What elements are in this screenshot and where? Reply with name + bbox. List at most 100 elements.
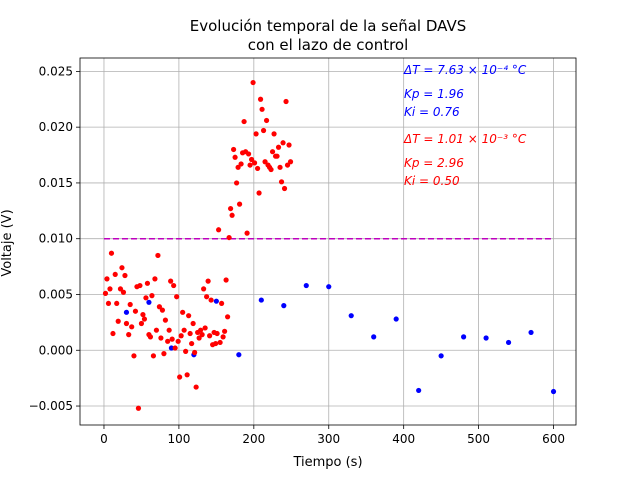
data-point — [152, 276, 158, 282]
data-point — [199, 332, 205, 338]
y-tick-label: −0.005 — [29, 399, 73, 413]
data-point — [172, 345, 178, 351]
data-point — [251, 160, 258, 166]
data-point — [281, 185, 288, 192]
data-point — [438, 353, 444, 359]
data-point — [150, 353, 157, 359]
data-point — [217, 339, 223, 346]
data-point — [190, 320, 196, 327]
data-point — [135, 405, 142, 411]
data-point — [198, 327, 204, 333]
annotation-red-kp: Kp = 2.96 — [404, 156, 464, 170]
data-point — [137, 282, 143, 289]
data-point — [238, 161, 244, 167]
data-point — [181, 327, 187, 333]
data-point — [138, 320, 145, 327]
data-point — [505, 339, 512, 346]
data-point — [192, 349, 198, 356]
data-point — [236, 201, 243, 207]
data-point — [119, 265, 125, 271]
data-point — [159, 307, 166, 313]
data-point — [244, 230, 250, 236]
data-point — [131, 353, 137, 359]
annotation-blue-delta-t: ΔT = 7.63 × 10⁻⁴ °C — [403, 63, 527, 77]
data-points — [102, 79, 557, 411]
data-point — [371, 334, 377, 340]
data-point — [155, 252, 161, 259]
data-point — [287, 159, 294, 165]
data-point — [227, 205, 234, 212]
grid — [80, 58, 576, 425]
data-point — [104, 276, 110, 282]
data-point — [147, 334, 154, 340]
data-point — [483, 335, 489, 341]
axis-ticks: 0 100 200 300 400 500 600 −0.005 0.000 0.005 0.010… — [29, 64, 565, 446]
data-point — [277, 164, 283, 170]
data-point — [141, 316, 148, 322]
data-point — [214, 330, 220, 337]
data-point — [158, 335, 164, 341]
data-point — [180, 309, 186, 315]
data-point — [393, 316, 399, 322]
data-point — [202, 325, 208, 331]
data-point — [166, 327, 172, 333]
y-tick-label: 0.015 — [39, 176, 73, 190]
y-tick-label: 0.010 — [39, 232, 73, 246]
data-point — [216, 227, 222, 233]
data-point — [225, 314, 231, 320]
data-point — [129, 324, 135, 330]
data-point — [144, 280, 151, 286]
data-point — [204, 294, 210, 300]
data-point — [161, 351, 167, 357]
data-point — [175, 338, 181, 344]
data-point — [278, 179, 285, 185]
x-tick-label: 0 — [100, 432, 108, 446]
data-point — [140, 311, 146, 318]
data-point — [220, 334, 226, 340]
data-point — [260, 127, 267, 134]
data-point — [112, 271, 118, 278]
data-point — [253, 131, 259, 137]
data-point — [284, 162, 291, 168]
x-tick-label: 300 — [317, 432, 340, 446]
data-point — [207, 333, 213, 339]
data-point — [107, 286, 113, 292]
data-point — [274, 153, 280, 159]
data-point — [262, 159, 268, 165]
data-point — [271, 131, 277, 137]
data-point — [283, 98, 289, 105]
data-point — [247, 162, 253, 168]
data-point — [528, 329, 534, 336]
data-point — [174, 294, 180, 300]
data-point — [286, 142, 292, 148]
data-point — [257, 96, 264, 102]
data-point — [123, 309, 130, 315]
data-point — [241, 118, 247, 125]
data-point — [259, 106, 265, 112]
data-point — [186, 313, 192, 319]
data-point — [169, 336, 175, 342]
y-tick-label: 0.020 — [39, 120, 73, 134]
x-tick-label: 400 — [392, 432, 415, 446]
data-point — [132, 308, 139, 314]
data-point — [230, 146, 237, 153]
data-point — [248, 156, 255, 163]
data-point — [146, 299, 152, 305]
data-point — [550, 388, 557, 395]
data-point — [416, 387, 422, 394]
data-point — [250, 79, 256, 86]
data-point — [236, 352, 242, 358]
data-point — [187, 330, 193, 337]
data-point — [245, 151, 252, 157]
x-tick-label: 100 — [167, 432, 190, 446]
data-point — [156, 304, 163, 310]
y-axis-label: Voltaje (V) — [0, 209, 15, 276]
data-point — [149, 293, 155, 299]
axes-frame — [79, 57, 577, 426]
x-tick-label: 600 — [542, 432, 565, 446]
data-point — [461, 334, 467, 340]
data-point — [120, 289, 127, 295]
data-point — [168, 345, 175, 351]
